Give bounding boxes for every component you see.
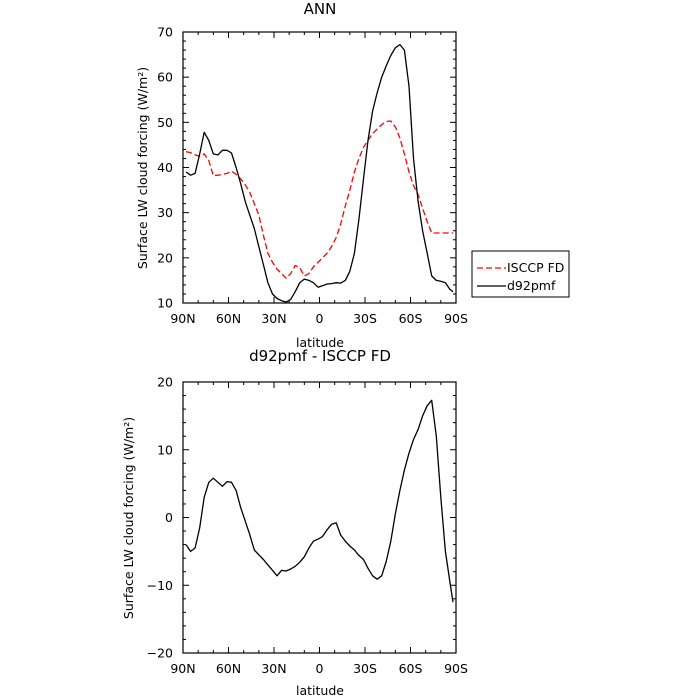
top-series-line-d92pmf <box>185 43 454 303</box>
bottom-xtick-label: 90S <box>444 661 468 676</box>
top-ytick-label: 60 <box>157 70 173 85</box>
bottom-xtick-label: 90N <box>170 661 195 676</box>
bottom-xtick-label: 60S <box>399 661 423 676</box>
top-series-group <box>185 43 454 303</box>
legend-box <box>471 250 570 298</box>
bottom-ytick-label: −10 <box>147 578 173 593</box>
top-xtick-label: 90S <box>444 311 468 326</box>
top-axes: 90N 60N 30N 0 30S 60S 90S 10 20 30 40 50 60 70 <box>157 25 468 327</box>
top-series-line-isccp-fd <box>185 120 453 279</box>
bottom-series-group <box>185 399 454 603</box>
top-plot-frame <box>182 31 457 304</box>
top-ytick-label: 40 <box>157 160 173 175</box>
bottom-series-line-0 <box>185 399 454 603</box>
legend-label-isccp: ISCCP FD <box>507 260 564 275</box>
top-ylabel: Surface LW cloud forcing (W/m²) <box>135 67 150 269</box>
top-chart-title: ANN <box>304 0 337 18</box>
top-xtick-label: 30S <box>353 311 377 326</box>
top-xtick-label: 60N <box>216 311 241 326</box>
top-ytick-label: 30 <box>157 205 173 220</box>
bottom-ytick-label: 0 <box>165 510 173 525</box>
bottom-xtick-label: 30N <box>261 661 286 676</box>
bottom-xtick-label: 0 <box>316 661 324 676</box>
top-ytick-label: 20 <box>157 250 173 265</box>
bottom-plot-frame <box>182 381 457 654</box>
top-xtick-label: 0 <box>316 311 324 326</box>
bottom-ylabel: Surface LW cloud forcing (W/m²) <box>121 417 136 619</box>
top-ytick-label: 70 <box>157 25 173 40</box>
legend-label-d92pmf: d92pmf <box>507 278 556 293</box>
top-chart: ANN 90N 60N 30N 0 30S 60S 90S 10 20 30 40 50 60 70 la… <box>135 0 468 350</box>
top-xtick-label: 90N <box>170 311 195 326</box>
bottom-chart: d92pmf - ISCCP FD 90N 60N 30N 0 30S 60S 90S −20… <box>121 347 468 698</box>
bottom-xtick-label: 60N <box>216 661 241 676</box>
bottom-xlabel: latitude <box>296 683 344 698</box>
top-xlabel: latitude <box>296 335 344 350</box>
top-ytick-label: 50 <box>157 115 173 130</box>
top-ytick-label: 10 <box>157 296 173 311</box>
bottom-ytick-label: 20 <box>157 375 173 390</box>
legend: ISCCP FD d92pmf <box>471 250 570 298</box>
bottom-chart-title: d92pmf - ISCCP FD <box>249 347 391 365</box>
top-xtick-label: 30N <box>261 311 286 326</box>
bottom-axes: 90N 60N 30N 0 30S 60S 90S −20 −10 0 10 20 <box>147 375 468 677</box>
top-xtick-label: 60S <box>399 311 423 326</box>
bottom-ytick-label: −20 <box>147 646 173 661</box>
bottom-xtick-label: 30S <box>353 661 377 676</box>
bottom-ytick-label: 10 <box>157 442 173 457</box>
